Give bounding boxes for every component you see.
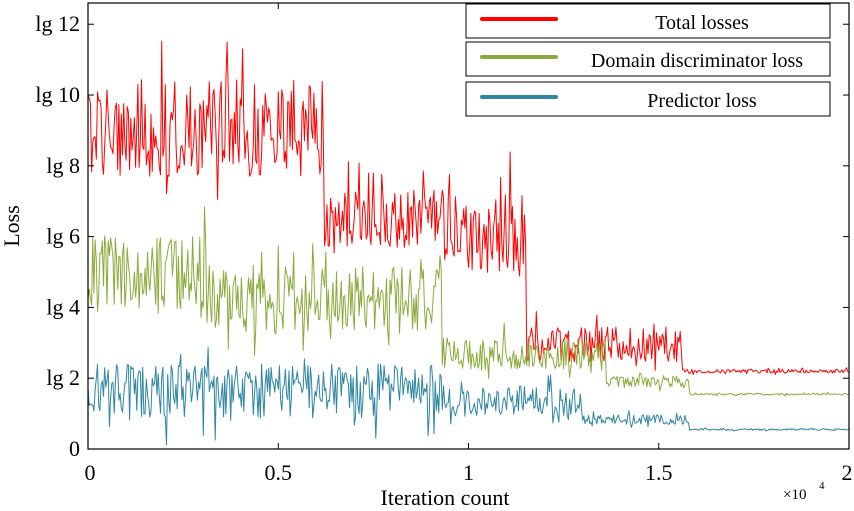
x-tick-label: 2	[842, 460, 853, 485]
axes	[87, 2, 850, 450]
y-tick-label: lg 6	[46, 224, 80, 249]
tick-labels: 0 0.5 1 1.5 2 0 lg 2 lg 4 lg 6 lg 8 lg 10 lg 12	[35, 11, 852, 485]
y-tick-label: lg 8	[46, 153, 80, 178]
legend-entry: Domain discriminator loss	[465, 41, 831, 77]
x-multiplier: ×10 4	[783, 480, 825, 503]
x-multiplier-base: ×10	[783, 487, 806, 503]
y-tick-label: lg 4	[46, 294, 80, 319]
x-tick-label: 0.5	[265, 460, 293, 485]
x-tick-label: 1	[463, 460, 474, 485]
y-axis-label: Loss	[0, 205, 24, 247]
legend-label: Domain discriminator loss	[591, 50, 803, 72]
series-line-total-losses	[87, 40, 850, 375]
y-tick-label: lg 10	[35, 82, 80, 107]
x-tick-label: 1.5	[645, 460, 673, 485]
legend-label: Total losses	[655, 12, 749, 34]
legend-entry: Predictor loss	[465, 81, 831, 117]
x-multiplier-exponent: 4	[819, 480, 825, 492]
x-axis-label: Iteration count	[381, 485, 510, 510]
series-line-predictor-loss	[87, 347, 850, 446]
legend-label: Predictor loss	[647, 90, 757, 112]
y-tick-label: 0	[69, 436, 80, 461]
y-tick-label: lg 12	[35, 11, 80, 36]
series-line-domain-discriminator-loss	[87, 206, 850, 397]
legend: Total losses Domain discriminator loss Pre…	[465, 3, 831, 117]
x-tick-label: 0	[85, 460, 96, 485]
series-layer	[87, 40, 850, 446]
legend-entry: Total losses	[465, 3, 831, 39]
y-tick-label: lg 2	[46, 365, 80, 390]
